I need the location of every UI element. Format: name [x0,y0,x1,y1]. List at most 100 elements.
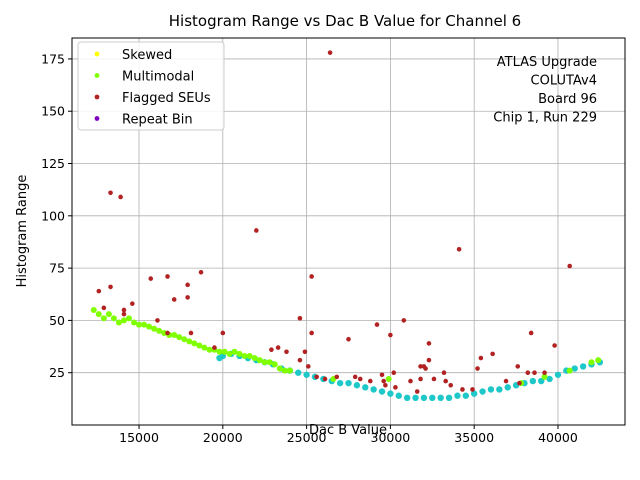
data-point [121,307,127,313]
data-point [387,390,394,397]
data-point [423,366,428,371]
data-point [546,375,553,383]
data-point [504,384,511,391]
data-point [345,379,352,387]
data-point [379,372,385,378]
data-point [552,343,557,348]
data-point [236,350,243,357]
data-point [231,348,238,355]
data-point [314,374,319,380]
data-point [541,373,548,380]
x-tick-label: 20000 [203,430,243,445]
data-point [246,352,253,359]
data-point [517,380,522,386]
data-point [538,377,545,385]
data-point [100,315,107,322]
data-point [295,369,302,376]
data-point [420,394,428,402]
annotation-line: COLUTAv4 [531,74,597,89]
data-point [171,297,177,302]
legend-marker [94,116,100,121]
data-point [346,336,351,342]
data-point [370,386,377,393]
data-point [322,376,328,382]
data-point [403,394,411,402]
data-point [101,305,107,311]
data-point [470,387,475,392]
data-point [155,318,160,323]
data-point [532,370,537,376]
data-point [156,327,163,334]
data-point [571,365,578,372]
data-point [206,346,213,353]
legend-marker [94,94,100,100]
data-point [176,334,183,341]
data-point [271,361,278,368]
data-point [198,269,204,275]
data-point [309,274,314,279]
x-tick-label: 15000 [119,430,159,445]
data-point [303,371,310,378]
data-point [454,392,461,399]
data-point [554,371,562,378]
y-tick-label: 150 [41,104,65,119]
data-point [456,246,462,252]
x-tick-label: 35000 [454,430,494,445]
data-point [188,330,194,336]
data-point [136,321,143,328]
data-point [297,357,303,363]
data-point [118,194,123,200]
data-point [487,386,495,393]
data-point [443,378,448,384]
data-point [383,382,388,388]
data-point [374,322,380,327]
data-point [108,190,113,196]
data-point [284,349,289,355]
data-point [566,367,573,374]
data-point [414,389,420,394]
data-point [125,315,132,322]
x-tick-label: 25000 [287,430,327,445]
data-point [309,330,314,336]
data-point [212,345,217,350]
y-axis-label: Histogram Range [15,175,30,288]
series-1 [90,306,602,387]
legend-entry-label: Skewed [122,48,172,63]
data-point [297,316,303,321]
data-point [186,338,193,345]
data-point [131,319,138,326]
data-point [201,344,208,351]
data-point [171,332,178,339]
annotation-line: Board 96 [538,92,597,107]
data-point [418,364,423,369]
legend-entry-label: Flagged SEUs [122,91,211,106]
data-point [95,311,102,318]
y-tick-label: 100 [41,208,65,223]
data-point [353,382,361,389]
data-point [496,386,503,393]
data-point [185,295,190,300]
legend-box [77,41,225,131]
data-point [426,341,432,346]
data-points [90,50,604,402]
data-point [388,332,393,338]
legend-entry-label: Multimodal [122,70,194,85]
data-point [479,388,486,395]
data-point [185,282,190,288]
y-tick-label: 125 [41,156,65,171]
data-point [445,394,453,402]
data-point [161,329,168,336]
data-point [275,345,281,350]
data-point [241,352,248,359]
data-point [165,330,170,336]
data-point [362,384,369,391]
data-point [121,311,127,317]
y-tick-label: 75 [49,261,65,276]
plot-frame [71,37,626,426]
data-point [426,357,432,363]
data-point [475,366,480,371]
data-point [367,378,373,384]
data-point [226,350,233,357]
legend-entry-label: Repeat Bin [122,113,193,128]
